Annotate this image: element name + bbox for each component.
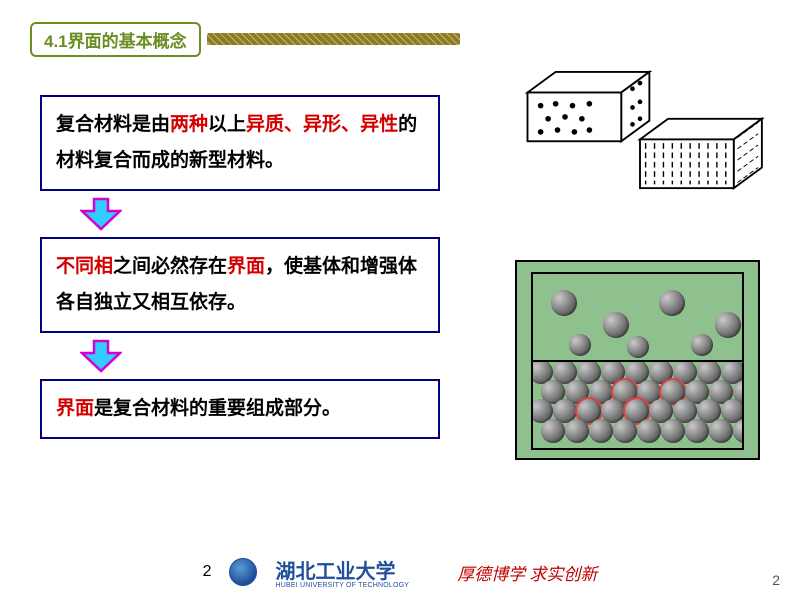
dispersed-region [531, 272, 744, 360]
text-emph: 不同相 [56, 256, 113, 277]
text-emph: 界面 [56, 398, 94, 419]
arrow-down-icon [80, 197, 122, 231]
page-number-right: 2 [772, 572, 780, 588]
slide-footer: 2 湖北工业大学 HUBEI UNIVERSITY OF TECHNOLOGY … [0, 554, 800, 590]
text-emph: 两种 [170, 114, 208, 135]
composite-bars-illustration [510, 55, 770, 205]
definition-box-3: 界面是复合材料的重要组成部分。 [40, 379, 440, 439]
text: 是复合材料的重要组成部分。 [94, 398, 341, 419]
university-name: 湖北工业大学 [275, 555, 409, 584]
university-logo-icon [229, 558, 257, 586]
arrow-down-icon [80, 339, 122, 373]
content-column: 复合材料是由两种以上异质、异形、异性的材料复合而成的新型材料。 不同相之间必然存… [40, 95, 440, 439]
section-title-bar: 4.1界面的基本概念 [30, 24, 460, 54]
definition-box-1: 复合材料是由两种以上异质、异形、异性的材料复合而成的新型材料。 [40, 95, 440, 191]
section-title: 4.1界面的基本概念 [30, 22, 201, 57]
definition-box-2: 不同相之间必然存在界面，使基体和增强体各自独立又相互依存。 [40, 237, 440, 333]
university-motto: 厚德博学 求实创新 [457, 560, 597, 585]
packed-region [531, 360, 744, 450]
interface-microstructure-panel [515, 260, 760, 460]
text-emph: 界面 [227, 256, 265, 277]
title-decoration [207, 33, 460, 45]
text-emph: 异质、异形、 [246, 114, 360, 135]
text-emph: 异性 [360, 114, 398, 135]
text: 复合材料是由 [56, 114, 170, 135]
university-name-en: HUBEI UNIVERSITY OF TECHNOLOGY [275, 582, 409, 589]
text: 之间必然存在 [113, 256, 227, 277]
text: 以上 [208, 114, 246, 135]
page-number-center: 2 [203, 563, 212, 581]
